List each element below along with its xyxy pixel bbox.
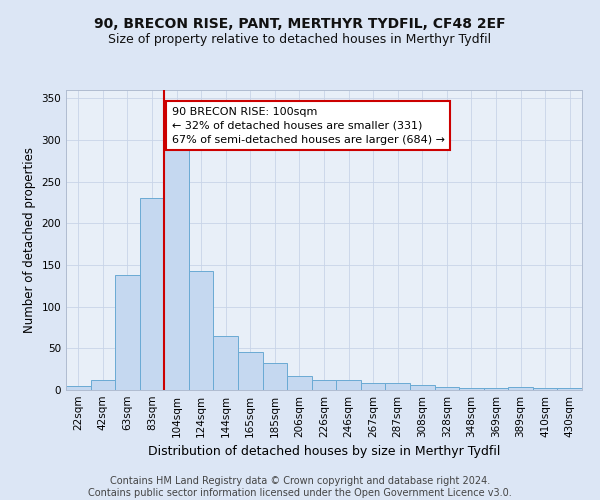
- Bar: [263, 362, 287, 390]
- Bar: [508, 386, 533, 390]
- Bar: [312, 380, 336, 390]
- Bar: [238, 352, 263, 390]
- Bar: [189, 271, 214, 390]
- Bar: [484, 388, 508, 390]
- Bar: [287, 376, 312, 390]
- Text: Contains HM Land Registry data © Crown copyright and database right 2024.
Contai: Contains HM Land Registry data © Crown c…: [88, 476, 512, 498]
- Bar: [459, 388, 484, 390]
- Bar: [140, 198, 164, 390]
- Bar: [557, 388, 582, 390]
- Bar: [336, 380, 361, 390]
- Text: 90 BRECON RISE: 100sqm
← 32% of detached houses are smaller (331)
67% of semi-de: 90 BRECON RISE: 100sqm ← 32% of detached…: [172, 106, 445, 144]
- Text: 90, BRECON RISE, PANT, MERTHYR TYDFIL, CF48 2EF: 90, BRECON RISE, PANT, MERTHYR TYDFIL, C…: [94, 18, 506, 32]
- Y-axis label: Number of detached properties: Number of detached properties: [23, 147, 36, 333]
- Text: Size of property relative to detached houses in Merthyr Tydfil: Size of property relative to detached ho…: [109, 32, 491, 46]
- Bar: [115, 275, 140, 390]
- Bar: [434, 386, 459, 390]
- Bar: [533, 388, 557, 390]
- Bar: [214, 336, 238, 390]
- Bar: [66, 386, 91, 390]
- Bar: [91, 380, 115, 390]
- Bar: [385, 382, 410, 390]
- Bar: [361, 384, 385, 390]
- X-axis label: Distribution of detached houses by size in Merthyr Tydfil: Distribution of detached houses by size …: [148, 446, 500, 458]
- Bar: [410, 385, 434, 390]
- Bar: [164, 115, 189, 390]
